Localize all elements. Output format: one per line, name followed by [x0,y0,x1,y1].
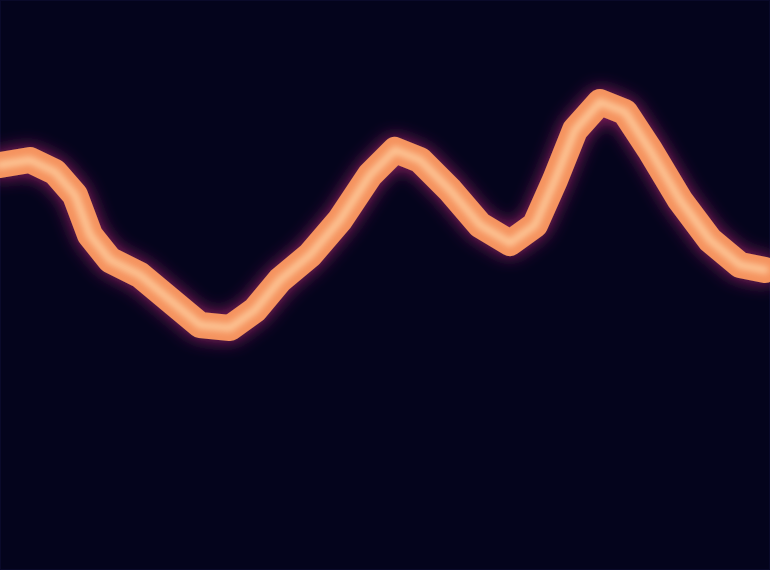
plot-frame [1,1,770,570]
contour-line [0,102,765,328]
contour-highlight [0,102,765,328]
background [0,0,770,570]
chart [0,0,770,570]
plot-area [0,102,765,328]
